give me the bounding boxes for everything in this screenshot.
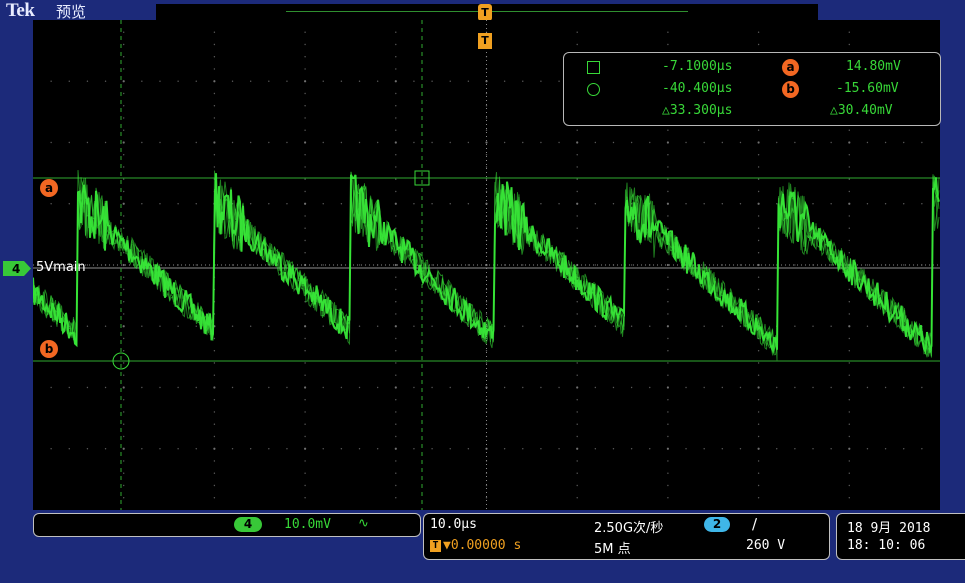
cursor-circle-icon: [587, 83, 600, 96]
cursor-b-voltage: -15.60mV: [836, 81, 899, 96]
trigger-level: 260 V: [746, 538, 786, 553]
cursor-a-marker[interactable]: a: [40, 179, 58, 197]
brand-logo: Tek: [6, 0, 35, 21]
cursor-circle-handle: [112, 352, 130, 370]
channel-4-trace: [33, 170, 940, 354]
channel-scale: 10.0mV: [284, 517, 331, 532]
trigger-position-top-icon[interactable]: T: [478, 4, 492, 21]
timebase-scale: 10.0μs: [430, 517, 477, 532]
cursor-a-voltage: 14.80mV: [846, 59, 901, 74]
trigger-delay-icon: T: [430, 539, 441, 552]
date-display: 18 9月 2018: [847, 521, 931, 536]
channel-4-trace: [33, 171, 940, 358]
channel-4-settings-panel[interactable]: 4 10.0mV ∿: [33, 513, 421, 537]
acquisition-mode: 预览: [56, 3, 87, 21]
datetime-panel: 18 9月 2018 18: 10: 06: [836, 513, 965, 560]
cursor2-time: -40.400μs: [662, 81, 733, 96]
cursor-square-icon: [587, 61, 600, 74]
time-display: 18: 10: 06: [847, 538, 926, 553]
record-length: 5M 点: [594, 542, 631, 557]
delta-time: △33.300μs: [662, 103, 733, 118]
horizontal-trigger-panel[interactable]: 10.0μs T ▼0.00000 s 2.50G次/秒 5M 点 2 ∕ 260…: [423, 513, 830, 560]
coupling-icon: ∿: [358, 516, 369, 531]
cursor1-time: -7.1000μs: [662, 59, 733, 74]
trigger-source-badge: 2: [704, 517, 730, 532]
trigger-delay-value: ▼0.00000 s: [443, 538, 522, 553]
trigger-delay: T ▼0.00000 s: [430, 538, 521, 553]
trigger-marker-icon[interactable]: T: [478, 33, 492, 49]
cursor-readout-panel: -7.1000μs -40.400μs △33.300μs a b 14.80m…: [563, 52, 941, 126]
delta-voltage: △30.40mV: [830, 103, 893, 118]
cursor-b-badge: b: [782, 81, 799, 98]
cursor-square-handle: [414, 170, 430, 186]
channel-4-badge: 4: [234, 517, 262, 532]
cursor-a-badge: a: [782, 59, 799, 76]
svg-text:4: 4: [12, 262, 20, 276]
sample-rate: 2.50G次/秒: [594, 521, 664, 536]
status-bar: 4 10.0mV ∿ 10.0μs T ▼0.00000 s 2.50G次/秒 5…: [0, 510, 965, 583]
channel-4-marker-icon[interactable]: 4: [2, 260, 32, 277]
cursor-b-marker[interactable]: b: [40, 340, 58, 358]
trigger-slope-icon: ∕: [752, 515, 758, 533]
top-bar: Tek 预览 T: [0, 0, 965, 21]
channel-label: 5Vmain: [36, 260, 86, 275]
